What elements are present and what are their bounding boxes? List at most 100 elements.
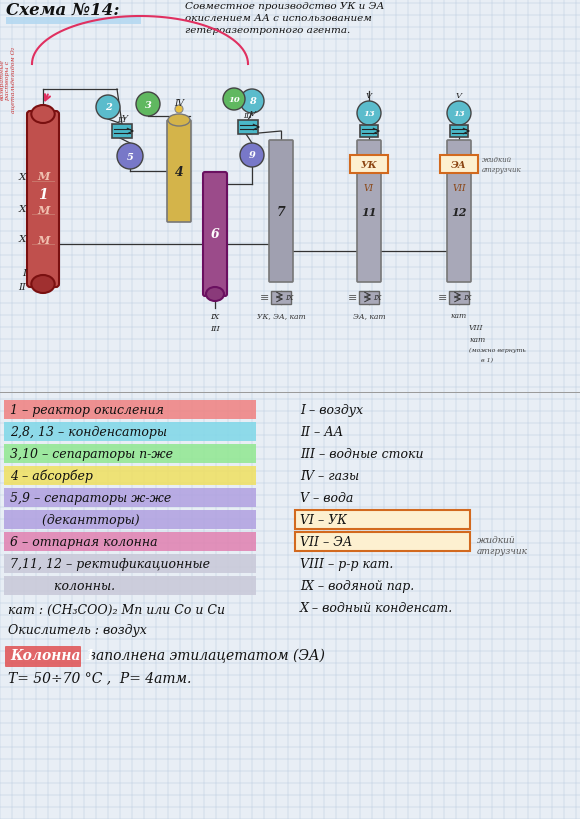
Ellipse shape [31, 106, 55, 124]
Text: 13: 13 [453, 110, 465, 118]
FancyBboxPatch shape [295, 532, 470, 551]
Text: I – воздух: I – воздух [300, 404, 363, 417]
Text: V: V [122, 114, 128, 122]
Text: ЭА: ЭА [451, 161, 467, 170]
Text: 7,11, 12 – ректификационные: 7,11, 12 – ректификационные [10, 557, 210, 570]
Text: 4: 4 [175, 165, 183, 179]
Circle shape [240, 90, 264, 114]
Text: ЭА, кат: ЭА, кат [353, 311, 385, 319]
Text: 5,9 – сепараторы ж-же: 5,9 – сепараторы ж-же [10, 491, 171, 505]
Text: ≡: ≡ [438, 292, 447, 303]
Text: II – АА: II – АА [300, 426, 343, 438]
Text: 13: 13 [363, 110, 375, 118]
Text: ≡: ≡ [260, 292, 269, 303]
Text: 2: 2 [104, 103, 111, 112]
Text: жидкий
атгрузчик: жидкий атгрузчик [477, 536, 528, 555]
Text: 3,10 – сепараторы п-же: 3,10 – сепараторы п-же [10, 447, 173, 460]
Text: 5: 5 [126, 152, 133, 161]
FancyBboxPatch shape [203, 173, 227, 296]
Ellipse shape [206, 287, 224, 301]
FancyBboxPatch shape [6, 18, 141, 25]
Text: V – вода: V – вода [300, 491, 353, 505]
FancyBboxPatch shape [450, 126, 468, 138]
Text: гетероазеотропного агента.: гетероазеотропного агента. [185, 26, 350, 35]
Text: Окислитель : воздух: Окислитель : воздух [8, 623, 147, 636]
FancyBboxPatch shape [5, 646, 81, 667]
FancyBboxPatch shape [359, 291, 379, 304]
Text: 1 – реактор окисления: 1 – реактор окисления [10, 404, 164, 417]
Text: 6: 6 [211, 229, 219, 242]
Text: IX: IX [285, 294, 293, 301]
Text: Схема №14:: Схема №14: [6, 2, 119, 19]
Text: УК: УК [361, 161, 378, 170]
FancyBboxPatch shape [4, 445, 256, 464]
Text: кат: кат [469, 336, 485, 344]
Text: 11: 11 [361, 206, 377, 217]
Text: жидкий
атгрузчик: жидкий атгрузчик [482, 156, 521, 174]
Text: V: V [456, 92, 462, 100]
Circle shape [240, 144, 264, 168]
FancyBboxPatch shape [238, 121, 258, 135]
FancyBboxPatch shape [440, 156, 478, 174]
Circle shape [136, 93, 160, 117]
Text: УК, ЭА, кат: УК, ЭА, кат [256, 311, 306, 319]
Text: IX: IX [373, 294, 382, 301]
Text: I: I [22, 268, 26, 277]
Ellipse shape [31, 276, 55, 294]
Text: III: III [118, 115, 126, 124]
Text: 2,8, 13 – конденсаторы: 2,8, 13 – конденсаторы [10, 426, 167, 438]
FancyBboxPatch shape [4, 510, 256, 529]
Text: IV – газы: IV – газы [300, 469, 359, 482]
Text: V: V [250, 110, 256, 118]
Circle shape [447, 102, 471, 126]
Text: IX – водяной пар.: IX – водяной пар. [300, 579, 414, 592]
Circle shape [223, 89, 245, 111]
Text: VI – УК: VI – УК [300, 514, 347, 527]
FancyBboxPatch shape [269, 141, 293, 283]
FancyBboxPatch shape [4, 467, 256, 486]
Text: 10: 10 [228, 96, 240, 104]
Text: V: V [366, 92, 372, 100]
Text: (можно вернуть: (можно вернуть [469, 347, 525, 353]
FancyBboxPatch shape [4, 532, 256, 551]
Circle shape [96, 96, 120, 120]
FancyBboxPatch shape [4, 423, 256, 441]
FancyBboxPatch shape [27, 112, 59, 287]
FancyBboxPatch shape [350, 156, 388, 174]
Circle shape [357, 102, 381, 126]
Text: 8: 8 [249, 97, 255, 106]
FancyBboxPatch shape [295, 510, 470, 529]
Text: ≡: ≡ [347, 292, 357, 303]
Text: VIII: VIII [469, 324, 484, 332]
Text: в 1): в 1) [481, 358, 493, 363]
FancyBboxPatch shape [4, 400, 256, 419]
Text: X: X [19, 206, 26, 215]
Text: возвратные
растворы с
ацетальдегидом О₂: возвратные растворы с ацетальдегидом О₂ [0, 47, 16, 113]
Text: кат: кат [451, 311, 467, 319]
FancyBboxPatch shape [112, 124, 132, 139]
FancyBboxPatch shape [4, 577, 256, 595]
FancyBboxPatch shape [4, 488, 256, 508]
Circle shape [175, 106, 183, 114]
Text: VII: VII [452, 183, 466, 192]
Text: IV: IV [174, 99, 184, 108]
Text: M: M [37, 234, 49, 245]
Text: 6 – отпарная колонна: 6 – отпарная колонна [10, 536, 158, 549]
Text: X – водный конденсат.: X – водный конденсат. [300, 601, 453, 614]
Text: M: M [37, 171, 49, 183]
Text: 3: 3 [144, 101, 151, 110]
Text: M: M [37, 204, 49, 215]
Text: заполнена этилацетатом (ЭА): заполнена этилацетатом (ЭА) [84, 648, 325, 663]
Text: 12: 12 [451, 206, 467, 217]
FancyBboxPatch shape [4, 554, 256, 573]
Text: 4 – абсорбер: 4 – абсорбер [10, 469, 93, 483]
Text: Колонна 1: Колонна 1 [10, 648, 95, 663]
Text: IX: IX [211, 313, 220, 320]
Circle shape [117, 144, 143, 170]
Text: X: X [19, 235, 26, 244]
Text: (декантторы): (декантторы) [10, 514, 140, 527]
FancyBboxPatch shape [357, 141, 381, 283]
Text: кат : (CH₃COO)₂ Mn или Co и Cu: кат : (CH₃COO)₂ Mn или Co и Cu [8, 604, 225, 616]
Text: III: III [210, 324, 220, 333]
FancyBboxPatch shape [447, 141, 471, 283]
